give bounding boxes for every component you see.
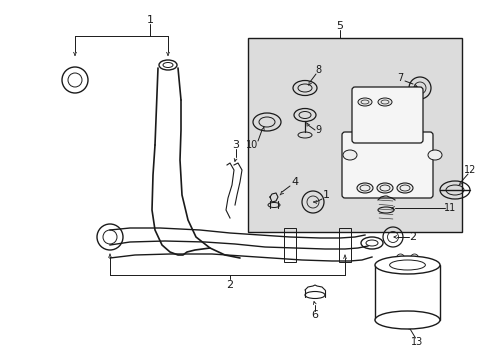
Text: 2: 2 bbox=[226, 280, 233, 290]
Text: 9: 9 bbox=[314, 125, 321, 135]
Text: 1: 1 bbox=[146, 15, 153, 25]
Text: 4: 4 bbox=[291, 177, 298, 187]
Text: 13: 13 bbox=[410, 337, 423, 347]
Ellipse shape bbox=[427, 150, 441, 160]
Bar bbox=[338, 228, 350, 262]
Text: 3: 3 bbox=[232, 140, 239, 150]
Ellipse shape bbox=[374, 311, 439, 329]
FancyBboxPatch shape bbox=[341, 132, 432, 198]
Ellipse shape bbox=[357, 98, 371, 106]
Bar bbox=[284, 228, 295, 262]
Ellipse shape bbox=[376, 183, 392, 193]
Ellipse shape bbox=[374, 256, 439, 274]
Ellipse shape bbox=[377, 98, 391, 106]
Ellipse shape bbox=[342, 150, 356, 160]
Text: 2: 2 bbox=[408, 232, 416, 242]
Text: 5: 5 bbox=[336, 21, 343, 31]
Ellipse shape bbox=[396, 183, 412, 193]
Text: 1: 1 bbox=[322, 190, 329, 200]
Text: 10: 10 bbox=[245, 140, 258, 150]
Ellipse shape bbox=[356, 183, 372, 193]
Bar bbox=[374, 265, 439, 320]
FancyBboxPatch shape bbox=[351, 87, 422, 143]
Bar bbox=[247, 38, 461, 232]
Text: 11: 11 bbox=[443, 203, 455, 213]
Text: 8: 8 bbox=[314, 65, 321, 75]
Text: 12: 12 bbox=[463, 165, 475, 175]
Text: 6: 6 bbox=[311, 310, 318, 320]
Text: 7: 7 bbox=[396, 73, 402, 83]
